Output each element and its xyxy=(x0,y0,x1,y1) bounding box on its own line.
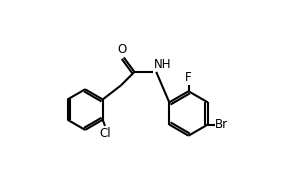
Text: Br: Br xyxy=(215,118,228,131)
Text: O: O xyxy=(117,44,126,56)
Text: F: F xyxy=(185,71,192,84)
Text: Cl: Cl xyxy=(99,127,111,140)
Text: NH: NH xyxy=(154,58,171,71)
